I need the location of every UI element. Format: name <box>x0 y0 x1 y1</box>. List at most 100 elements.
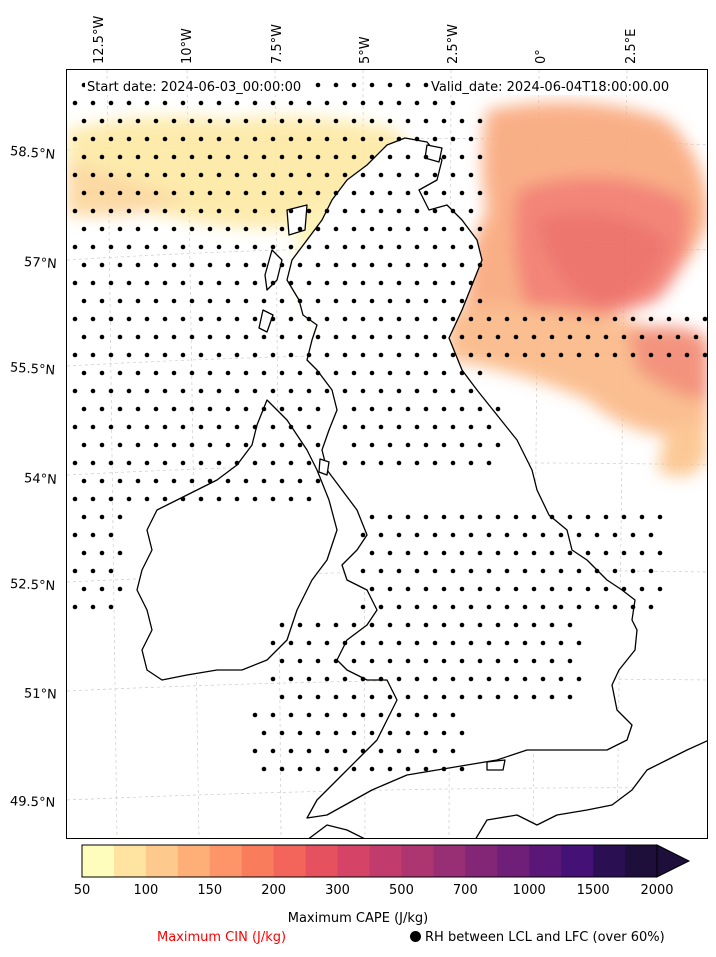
rh-dot <box>567 622 573 628</box>
rh-dot <box>396 604 402 610</box>
rh-dot <box>432 532 438 538</box>
rh-dot <box>288 136 294 142</box>
rh-dot <box>126 352 132 358</box>
rh-dot <box>216 316 222 322</box>
rh-dot <box>90 532 96 538</box>
rh-dot <box>81 262 87 268</box>
lat-label: 55.5°N <box>9 360 56 379</box>
rh-dot <box>495 622 501 628</box>
colorbar-cell <box>273 845 307 877</box>
rh-dot <box>360 424 366 430</box>
rh-dot <box>261 190 267 196</box>
rh-dot <box>207 226 213 232</box>
rh-dot <box>126 496 132 502</box>
rh-dot <box>207 118 213 124</box>
rh-dot <box>414 712 420 718</box>
rh-dot <box>306 712 312 718</box>
rh-dot <box>450 424 456 430</box>
rh-dot <box>360 280 366 286</box>
rh-dot <box>144 424 150 430</box>
rh-dot <box>108 244 114 250</box>
rh-dot <box>405 622 411 628</box>
rh-dot <box>405 118 411 124</box>
rh-dot <box>657 334 663 340</box>
rh-dot <box>279 730 285 736</box>
colorbar-cell <box>369 845 402 877</box>
rh-dot <box>306 316 312 322</box>
rh-dot <box>360 712 366 718</box>
rh-dot <box>234 316 240 322</box>
colorbar-cell <box>401 845 434 877</box>
rh-dot <box>423 370 429 376</box>
rh-dot <box>234 172 240 178</box>
colorbar-tick-label: 500 <box>389 883 414 898</box>
rh-dot <box>360 316 366 322</box>
rh-dot <box>414 640 420 646</box>
rh-dot <box>396 532 402 538</box>
rh-dot <box>558 316 564 322</box>
rh-dot <box>333 766 339 772</box>
rh-dot <box>108 460 114 466</box>
colorbar-cell <box>82 845 115 877</box>
rh-dot <box>189 478 195 484</box>
rh-dot <box>621 550 627 556</box>
rh-dot <box>423 406 429 412</box>
rh-dot <box>126 316 132 322</box>
colorbar-tick-label: 150 <box>197 883 223 898</box>
rh-dot <box>468 244 474 250</box>
rh-dot <box>261 262 267 268</box>
rh-dot <box>324 676 330 682</box>
rh-dot <box>603 514 609 520</box>
rh-dot <box>180 100 186 106</box>
rh-dot <box>90 316 96 322</box>
rh-dot <box>252 352 258 358</box>
rh-dot <box>288 352 294 358</box>
rh-dot <box>477 622 483 628</box>
rh-dot <box>297 370 303 376</box>
rh-dot <box>477 442 483 448</box>
rh-dot <box>414 568 420 574</box>
rh-dot <box>243 262 249 268</box>
rh-dot <box>135 370 141 376</box>
rh-dot <box>135 406 141 412</box>
map-panel[interactable]: Start date: 2024-06-03_00:00:00 Valid_da… <box>66 69 708 839</box>
colorbar-cell <box>529 845 562 877</box>
rh-dot <box>603 586 609 592</box>
rh-dot <box>297 766 303 772</box>
rh-dot <box>423 550 429 556</box>
rh-dot <box>432 280 438 286</box>
rh-dot <box>261 298 267 304</box>
rh-dot <box>549 658 555 664</box>
rh-dot <box>441 658 447 664</box>
rh-dot <box>360 208 366 214</box>
rh-dot <box>450 388 456 394</box>
rh-dot <box>72 100 78 106</box>
rh-dot <box>315 730 321 736</box>
rh-dot <box>468 172 474 178</box>
rh-dot <box>666 316 672 322</box>
rh-dot <box>540 604 546 610</box>
rh-dot <box>396 136 402 142</box>
rh-dot <box>261 118 267 124</box>
rh-dot <box>297 730 303 736</box>
rh-dot <box>531 514 537 520</box>
rh-dot <box>324 280 330 286</box>
rh-dot <box>432 388 438 394</box>
rh-dot <box>549 334 555 340</box>
rh-dot <box>351 658 357 664</box>
colorbar-cell <box>497 845 530 877</box>
rh-dot <box>225 406 231 412</box>
rh-dot <box>441 514 447 520</box>
rh-dot <box>207 334 213 340</box>
rh-dot <box>459 694 465 700</box>
rh-dot <box>99 190 105 196</box>
rh-dot <box>306 208 312 214</box>
rh-dot <box>594 532 600 538</box>
rh-dot <box>351 694 357 700</box>
rh-dot <box>279 622 285 628</box>
rh-dot <box>189 406 195 412</box>
rh-dot <box>324 748 330 754</box>
rh-dot <box>387 190 393 196</box>
rh-dot <box>225 262 231 268</box>
colorbar-tick-label: 1500 <box>576 883 610 898</box>
